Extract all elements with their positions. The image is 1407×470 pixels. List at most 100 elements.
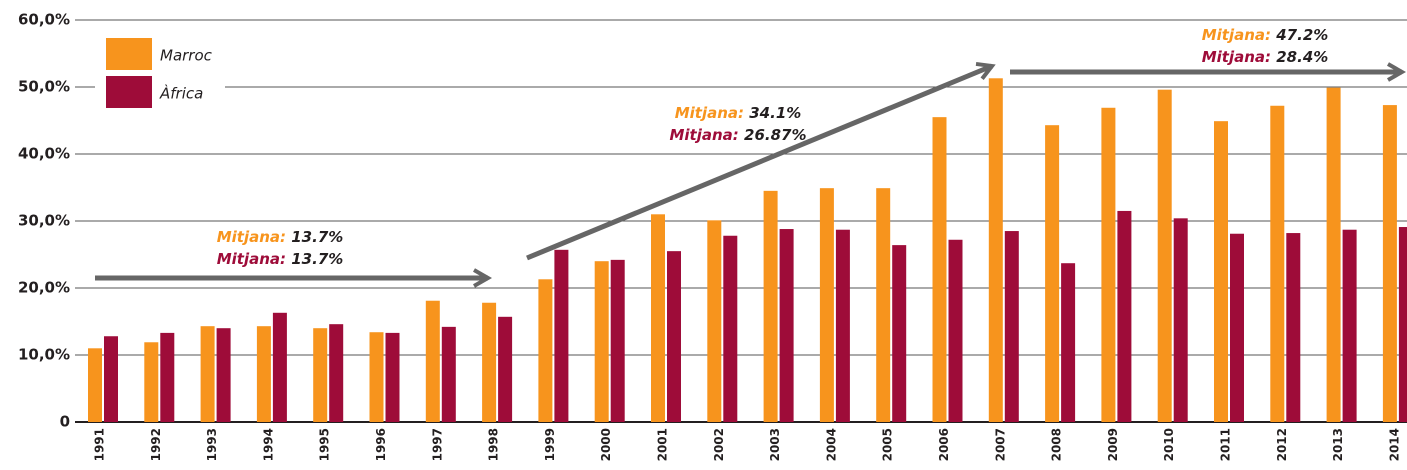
x-tick-label: 1994 (261, 428, 275, 461)
bar (819, 188, 834, 422)
bar (763, 190, 778, 422)
x-tick-label: 2014 (1387, 428, 1401, 461)
y-tick-label: 20,0% (18, 279, 70, 297)
bar (1061, 263, 1076, 422)
x-tick-label: 2013 (1331, 428, 1345, 461)
x-tick-label: 2011 (1219, 428, 1233, 461)
annotation-label: Mitjana: (217, 228, 286, 246)
bar (554, 249, 569, 422)
bar (441, 326, 456, 422)
bar (667, 251, 681, 422)
bar (498, 316, 513, 422)
bar (1398, 227, 1407, 422)
bar (216, 328, 231, 422)
bar (88, 348, 102, 422)
x-tick-label: 2009 (1106, 428, 1120, 461)
y-tick-label: 50,0% (18, 78, 70, 96)
bar (1101, 107, 1116, 423)
bar (1230, 233, 1244, 422)
annotation: Mitjana: 34.1% (675, 104, 802, 122)
bar (651, 214, 665, 422)
x-tick-label: 2004 (824, 428, 838, 461)
annotation-value: 26.87% (744, 126, 806, 144)
annotation-value: 13.7% (291, 250, 343, 268)
bar (256, 326, 271, 422)
x-tick-label: 1991 (93, 428, 107, 461)
bar (723, 235, 738, 422)
bar (313, 328, 328, 422)
annotation: Mitjana: 47.2% (1202, 26, 1329, 44)
annotation-value: 34.1% (749, 104, 801, 122)
y-tick-label: 40,0% (18, 145, 70, 163)
bar (1214, 121, 1228, 423)
x-tick-label: 2002 (712, 428, 726, 461)
annotation-value: 28.4% (1276, 48, 1328, 66)
bar (1270, 105, 1285, 422)
x-tick-label: 2005 (881, 428, 895, 461)
annotation-label: Mitjana: (1202, 26, 1271, 44)
bar (1157, 89, 1172, 423)
bar (1173, 218, 1188, 422)
annotation: Mitjana: 28.4% (1202, 48, 1329, 66)
y-tick-label: 60,0% (18, 11, 70, 29)
x-tick-label: 1995 (318, 428, 332, 461)
bar (594, 261, 609, 422)
y-tick-label: 0 (60, 413, 70, 431)
arrows (95, 61, 1407, 288)
x-tick-label: 2000 (599, 428, 613, 461)
annotation: Mitjana: 26.87% (669, 126, 806, 144)
bar (482, 302, 497, 422)
legend-label: Àfrica (159, 84, 203, 103)
legend-label: Marroc (160, 47, 213, 65)
legend-swatch (106, 38, 152, 70)
annotation: Mitjana: 13.7% (217, 228, 344, 246)
annotation-label: Mitjana: (217, 250, 286, 268)
x-tick-label: 1997 (430, 428, 444, 461)
x-tick-label: 2007 (993, 428, 1007, 461)
y-tick-label: 30,0% (18, 212, 70, 230)
x-tick-label: 2012 (1275, 428, 1289, 461)
bar (610, 259, 625, 422)
x-tick-label: 2008 (1050, 428, 1064, 461)
bar (779, 229, 794, 422)
bar (369, 332, 384, 422)
x-tick-label: 2010 (1162, 428, 1176, 461)
y-tick-label: 10,0% (18, 346, 70, 364)
annotation-label: Mitjana: (1202, 48, 1271, 66)
bar (948, 239, 963, 422)
bars (88, 78, 1407, 423)
bar (329, 324, 344, 422)
overlay: 0 10,0% 20,0% 30,0% 40,0% 50,0% 60,0% 1991 1992 1… (18, 11, 1401, 462)
bar (988, 78, 1003, 422)
bar (538, 279, 553, 422)
bar (876, 188, 891, 422)
bar (385, 332, 400, 422)
x-tick-label: 2003 (768, 428, 782, 461)
arrow (526, 61, 996, 261)
legend-swatch (106, 76, 152, 108)
bar (144, 342, 159, 422)
x-tick-label: 1992 (149, 428, 163, 461)
bar (707, 220, 722, 422)
bar (104, 336, 118, 422)
annotation-value: 13.7% (291, 228, 343, 246)
bar (1342, 229, 1357, 422)
annotation-label: Mitjana: (675, 104, 744, 122)
bar (1045, 125, 1060, 422)
bar (1382, 105, 1397, 422)
x-tick-label: 1999 (543, 428, 557, 461)
bar (892, 245, 907, 422)
x-tick-label: 1998 (487, 428, 501, 461)
bar (160, 332, 175, 422)
annotation-label: Mitjana: (669, 126, 738, 144)
x-tick-label: 2006 (937, 428, 951, 461)
bar (932, 117, 947, 423)
x-tick-label: 1993 (205, 428, 219, 461)
x-tick-label: 2001 (656, 428, 670, 461)
annotation-value: 47.2% (1275, 26, 1328, 44)
bar (200, 326, 215, 422)
annotation: Mitjana: 13.7% (217, 250, 344, 268)
bar (835, 229, 850, 422)
bar (1117, 210, 1132, 422)
